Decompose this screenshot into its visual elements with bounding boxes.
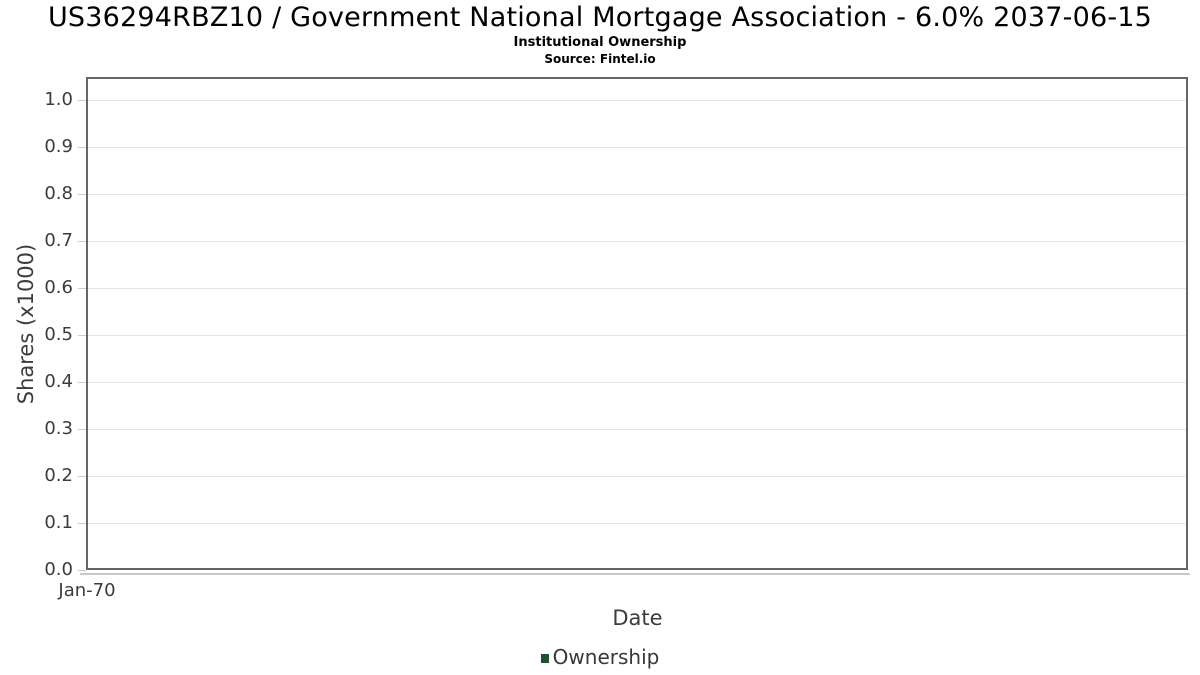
gridline-y-0.7 bbox=[88, 241, 1186, 242]
gridline-y-0.3 bbox=[88, 429, 1186, 430]
gridline-y-0.1 bbox=[88, 523, 1186, 524]
y-tick-mark bbox=[78, 241, 86, 242]
y-tick-label: 0.1 bbox=[44, 512, 73, 533]
x-axis-line bbox=[80, 573, 1190, 575]
y-tick-label: 0.2 bbox=[44, 465, 73, 486]
y-tick-label: 0.7 bbox=[44, 230, 73, 251]
y-tick-label: 0.8 bbox=[44, 183, 73, 204]
y-tick-label: 0.3 bbox=[44, 418, 73, 439]
legend: Ownership bbox=[0, 645, 1200, 669]
gridline-y-0.4 bbox=[88, 382, 1186, 383]
plot-area bbox=[86, 77, 1188, 570]
legend-item-ownership[interactable]: Ownership bbox=[540, 645, 660, 669]
y-tick-mark bbox=[78, 523, 86, 524]
legend-label: Ownership bbox=[552, 645, 660, 669]
y-tick-mark bbox=[78, 194, 86, 195]
gridline-y-0.8 bbox=[88, 194, 1186, 195]
legend-marker-square-icon bbox=[540, 653, 549, 663]
x-tick-label: Jan-70 bbox=[58, 580, 116, 601]
gridline-y-0.5 bbox=[88, 335, 1186, 336]
y-tick-mark bbox=[78, 476, 86, 477]
y-tick-label: 1.0 bbox=[44, 89, 73, 110]
chart-source-label: Source: Fintel.io bbox=[544, 52, 656, 66]
y-tick-label: 0.4 bbox=[44, 371, 73, 392]
y-tick-mark bbox=[78, 335, 86, 336]
y-tick-label: 0.5 bbox=[44, 324, 73, 345]
y-tick-mark bbox=[78, 288, 86, 289]
y-axis-title: Shares (x1000) bbox=[14, 243, 38, 405]
x-axis-title: Date bbox=[612, 606, 663, 630]
gridline-y-1.0 bbox=[88, 100, 1186, 101]
gridline-y-0.6 bbox=[88, 288, 1186, 289]
y-tick-mark bbox=[78, 382, 86, 383]
y-tick-label: 0.0 bbox=[44, 559, 73, 580]
gridline-y-0.9 bbox=[88, 147, 1186, 148]
y-tick-label: 0.9 bbox=[44, 136, 73, 157]
y-tick-mark bbox=[78, 100, 86, 101]
gridline-y-0.2 bbox=[88, 476, 1186, 477]
y-tick-mark bbox=[78, 570, 86, 571]
y-tick-mark bbox=[78, 147, 86, 148]
chart-title: US36294RBZ10 / Government National Mortg… bbox=[47, 2, 1153, 33]
y-tick-label: 0.6 bbox=[44, 277, 73, 298]
y-tick-mark bbox=[78, 429, 86, 430]
chart-subtitle: Institutional Ownership bbox=[513, 35, 687, 50]
